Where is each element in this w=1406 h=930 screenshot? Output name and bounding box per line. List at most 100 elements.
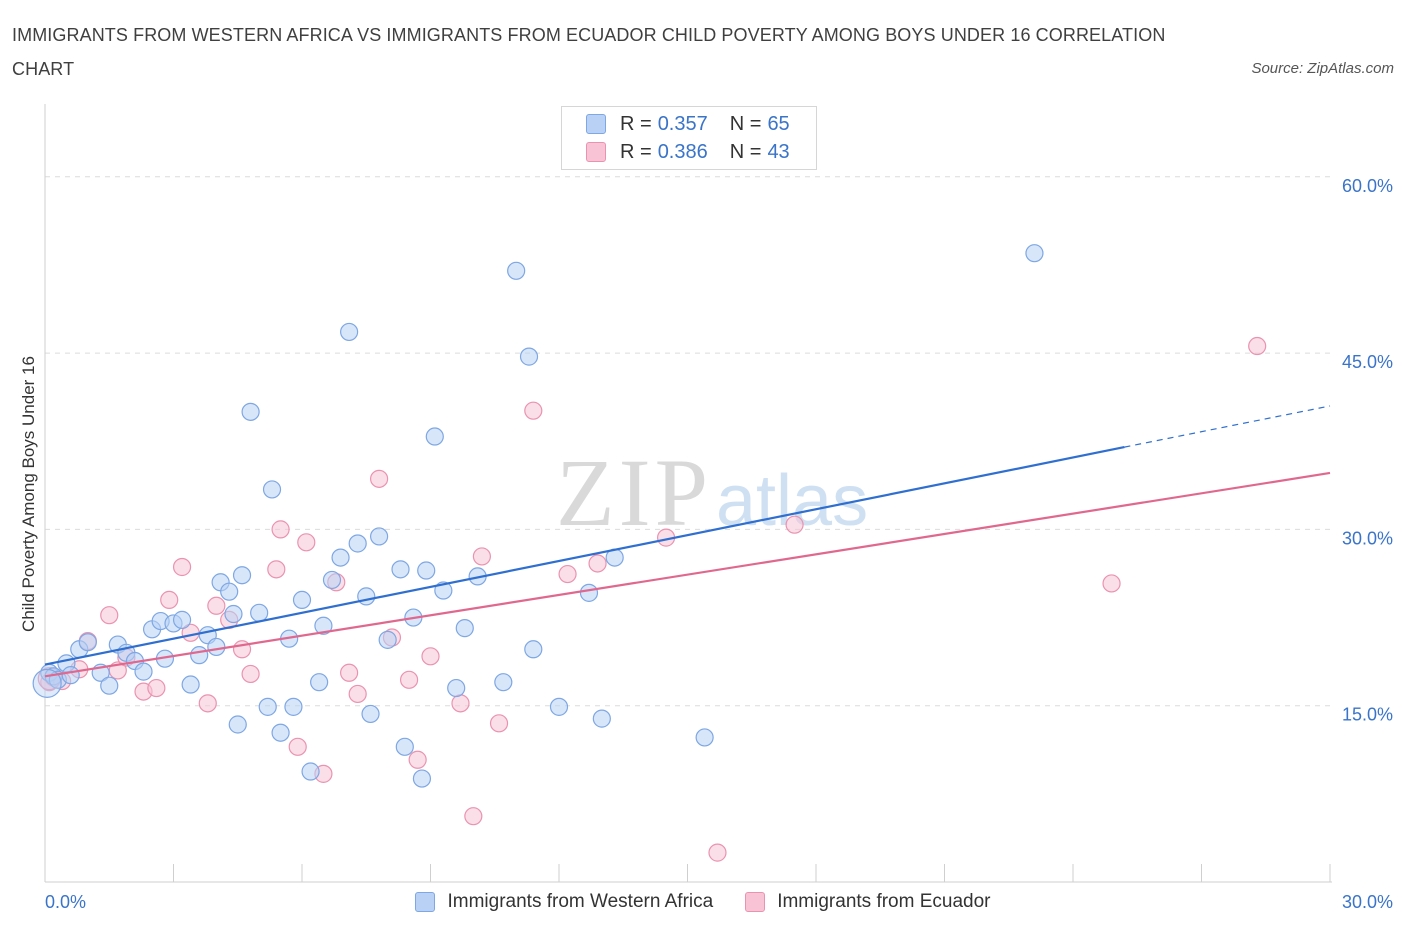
data-point-western-africa: [507, 261, 526, 280]
data-point-ecuador: [464, 807, 483, 826]
y-tick-label: 30.0%: [1342, 528, 1393, 548]
data-point-ecuador: [340, 663, 359, 682]
data-point-ecuador: [588, 554, 607, 573]
legend-n-label: N =: [729, 140, 762, 163]
series-legend: Immigrants from Western Africa Immigrant…: [0, 889, 1406, 915]
legend-n-label: N =: [729, 112, 762, 135]
data-point-ecuador: [421, 647, 440, 666]
data-point-western-africa: [695, 728, 714, 747]
data-point-western-africa: [100, 676, 119, 695]
legend-item-ecuador[interactable]: Immigrants from Ecuador: [745, 891, 991, 913]
data-point-ecuador: [451, 694, 470, 713]
legend-swatch-pink: [745, 892, 766, 912]
data-point-ecuador: [348, 684, 367, 704]
source-label: Source: ZipAtlas.com: [1251, 60, 1394, 77]
legend-label-western-africa: Immigrants from Western Africa: [447, 891, 714, 912]
data-point-ecuador: [1248, 336, 1267, 356]
y-tick-label: 15.0%: [1342, 705, 1393, 725]
data-point-ecuador: [785, 515, 804, 534]
trendlines: [44, 405, 1331, 678]
data-point-western-africa: [340, 322, 359, 342]
legend-row-western-africa: R = 0.357 N = 65: [586, 112, 790, 136]
legend-label-ecuador: Immigrants from Ecuador: [777, 891, 991, 912]
data-point-western-africa: [78, 633, 97, 652]
data-point-western-africa: [314, 616, 333, 635]
data-point-western-africa: [32, 668, 62, 698]
data-point-western-africa: [228, 715, 247, 734]
data-point-western-africa: [181, 675, 200, 694]
data-point-western-africa: [361, 704, 380, 724]
data-point-western-africa: [1025, 244, 1044, 263]
data-point-western-africa: [172, 610, 192, 629]
legend-r-value: 0.386: [657, 140, 708, 163]
data-point-western-africa: [262, 480, 282, 499]
data-point-western-africa: [549, 697, 569, 716]
data-point-ecuador: [408, 750, 427, 769]
data-point-ecuador: [160, 590, 179, 610]
legend-swatch-blue: [586, 114, 606, 134]
x-tick-label-max: 30.0%: [1342, 892, 1393, 912]
data-point-ecuador: [489, 714, 509, 733]
data-point-western-africa: [425, 427, 444, 446]
data-point-ecuador: [558, 564, 577, 584]
data-point-western-africa: [220, 582, 239, 601]
legend-swatch-pink: [586, 142, 606, 162]
data-point-western-africa: [524, 640, 543, 659]
y-tick-label: 60.0%: [1342, 176, 1393, 196]
data-point-ecuador: [198, 694, 217, 713]
data-point-western-africa: [378, 630, 397, 649]
data-point-ecuador: [147, 678, 166, 698]
data-point-ecuador: [297, 533, 316, 552]
data-point-western-africa: [250, 603, 269, 622]
data-point-western-africa: [241, 402, 260, 421]
legend-n-value: 65: [767, 112, 790, 135]
data-point-western-africa: [447, 678, 466, 698]
data-point-western-africa: [391, 560, 410, 579]
y-tick-labels: 15.0% 30.0% 45.0% 60.0%: [1342, 176, 1393, 725]
data-point-western-africa: [207, 637, 226, 657]
legend-item-western-africa[interactable]: Immigrants from Western Africa: [415, 891, 713, 913]
data-point-western-africa: [370, 527, 389, 546]
y-axis-label: Child Poverty Among Boys Under 16: [19, 356, 38, 632]
data-point-ecuador: [708, 843, 727, 862]
watermark-zip: ZIP: [556, 439, 712, 546]
data-point-western-africa: [284, 697, 303, 716]
data-point-ecuador: [207, 596, 226, 615]
data-point-ecuador: [241, 664, 260, 684]
data-point-western-africa: [310, 673, 329, 692]
data-point-western-africa: [579, 583, 599, 602]
data-point-ecuador: [399, 670, 419, 689]
data-point-western-africa: [494, 673, 513, 692]
data-point-ecuador: [100, 606, 119, 625]
data-point-ecuador: [524, 401, 543, 420]
data-point-ecuador: [271, 520, 290, 539]
data-point-western-africa: [134, 662, 153, 681]
legend-r-label: R =: [620, 112, 652, 135]
axes: [44, 104, 1332, 883]
data-point-ecuador: [267, 560, 286, 579]
data-point-ecuador: [472, 547, 491, 566]
trendline-western-africa-extension: [1124, 405, 1331, 448]
data-point-western-africa: [271, 723, 290, 742]
data-point-western-africa: [395, 737, 414, 756]
data-point-western-africa: [412, 769, 432, 788]
data-point-western-africa: [592, 709, 611, 728]
data-point-western-africa: [417, 561, 436, 580]
data-point-western-africa: [455, 619, 474, 638]
data-point-western-africa: [258, 697, 277, 716]
data-point-western-africa: [232, 566, 252, 585]
data-point-western-africa: [348, 534, 367, 553]
data-point-ecuador: [1102, 574, 1121, 593]
data-point-western-africa: [301, 762, 320, 781]
trendline-ecuador: [44, 471, 1331, 678]
data-point-ecuador: [370, 469, 389, 488]
series-ecuador-points: [37, 336, 1267, 862]
data-point-western-africa: [61, 666, 80, 685]
data-point-western-africa: [357, 587, 376, 606]
legend-r-label: R =: [620, 140, 652, 163]
x-tick-label-min: 0.0%: [45, 892, 86, 912]
data-point-western-africa: [224, 604, 243, 624]
data-point-ecuador: [288, 737, 307, 756]
legend-row-ecuador: R = 0.386 N = 43: [586, 140, 790, 164]
